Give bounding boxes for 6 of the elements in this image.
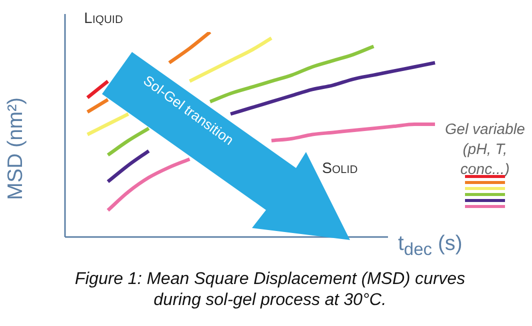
annotation: Gel variable (pH, T, conc...) — [444, 120, 526, 180]
caption: Figure 1: Mean Square Displacement (MSD) curves during sol-gel process at 30°C. — [74, 268, 466, 310]
y-axis-title: MSD (nm²) — [4, 97, 28, 200]
text: Liquid — [84, 10, 123, 27]
x-axis-title: t$_{dec}$ (s) — [398, 232, 462, 260]
annotation: Solid — [322, 160, 358, 177]
